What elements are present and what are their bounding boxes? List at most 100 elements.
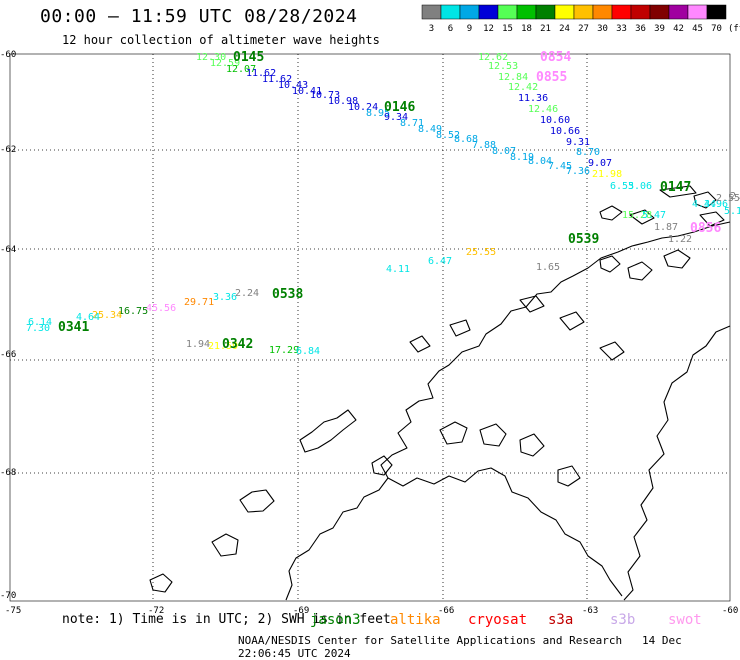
satellite-label-altika: altika bbox=[390, 612, 441, 628]
lat-label: -62 bbox=[0, 145, 16, 155]
legend-swatch bbox=[497, 4, 518, 20]
wave-height-value: 12.84 bbox=[498, 72, 528, 83]
legend-swatch bbox=[478, 4, 499, 20]
lon-label: -60 bbox=[722, 606, 738, 616]
wave-height-value: 1.87 bbox=[654, 222, 678, 233]
wave-height-value: 1.22 bbox=[668, 234, 692, 245]
wave-height-value: 12.42 bbox=[508, 82, 538, 93]
wave-height-value: 12.59 bbox=[210, 58, 240, 69]
legend-label: 6 bbox=[448, 24, 453, 34]
wave-height-value: 12.07 bbox=[226, 64, 256, 75]
satellite-label-s3a: s3a bbox=[548, 612, 574, 628]
legend-label: 42 bbox=[673, 24, 684, 34]
lat-label: -64 bbox=[0, 245, 16, 255]
wave-height-value: 21.59 bbox=[208, 341, 238, 352]
wave-height-value: 8.68 bbox=[454, 134, 478, 145]
wave-height-value: 11.62 bbox=[262, 74, 292, 85]
wave-height-value: 2.6 bbox=[730, 191, 740, 202]
pass-time-labels: 0145 0146 0854 0855 0147 0856 0539 0538 0341 0342 bbox=[58, 50, 721, 352]
wave-height-value: 6.14 bbox=[28, 317, 52, 328]
wave-height-value: 5.06 bbox=[628, 181, 652, 192]
wave-height-value: 10.43 bbox=[278, 80, 308, 91]
lon-label: -69 bbox=[293, 606, 309, 616]
graticule bbox=[10, 54, 730, 601]
pass-time-label: 0146 bbox=[384, 100, 415, 115]
pass-time-label: 0854 bbox=[540, 50, 571, 65]
wave-height-value: 7.45 bbox=[548, 161, 572, 172]
legend-swatch bbox=[611, 4, 632, 20]
wave-height-value: 1.65 bbox=[536, 262, 560, 273]
wave-height-value: 10.60 bbox=[540, 115, 570, 126]
legend-swatch bbox=[649, 4, 670, 20]
pass-time-label: 0539 bbox=[568, 232, 599, 247]
wave-height-value: 8.95 bbox=[366, 108, 390, 119]
wave-height-value: 9.34 bbox=[384, 112, 408, 123]
legend-swatch bbox=[630, 4, 651, 20]
lon-label: -75 bbox=[5, 606, 21, 616]
footer-note: note: 1) Time is in UTC; 2) SWH is in fe… bbox=[62, 612, 391, 627]
lat-label: -66 bbox=[0, 350, 16, 360]
legend-label: 45 bbox=[692, 24, 703, 34]
satellite-label-cryosat: cryosat bbox=[468, 612, 528, 628]
pass-time-label: 0342 bbox=[222, 337, 253, 352]
wave-height-value: 8.70 bbox=[576, 147, 600, 158]
legend-label: 36 bbox=[635, 24, 646, 34]
wave-height-value: 5.1 bbox=[724, 206, 740, 217]
pass-time-label: 0856 bbox=[690, 221, 721, 236]
observation-values: 12.3012.5912.0711.6211.6210.4310.4110.73… bbox=[26, 52, 740, 357]
legend-swatch bbox=[516, 4, 537, 20]
wave-height-value: 10.98 bbox=[328, 96, 358, 107]
pass-time-label: 0341 bbox=[58, 320, 89, 335]
wave-height-value: 12.62 bbox=[478, 52, 508, 63]
footer-credit: NOAA/NESDIS Center for Satellite Applica… bbox=[238, 634, 740, 660]
wave-height-value: 6.84 bbox=[296, 346, 320, 357]
wave-height-value: 15.28 bbox=[622, 210, 652, 221]
latitude-labels: -60 -62 -64 -66 -68 -70 bbox=[0, 50, 16, 601]
pass-time-label: 0147 bbox=[660, 180, 691, 195]
pass-time-label: 0855 bbox=[536, 70, 567, 85]
wave-height-value: 25.34 bbox=[92, 310, 122, 321]
wave-height-value: 3.36 bbox=[213, 292, 237, 303]
wave-height-value: 17.29 bbox=[269, 345, 299, 356]
page-subtitle: 12 hour collection of altimeter wave hei… bbox=[62, 33, 380, 47]
lon-label: -72 bbox=[148, 606, 164, 616]
legend-swatch bbox=[440, 4, 461, 20]
wave-height-value: 25.55 bbox=[466, 247, 496, 258]
legend-label: 9 bbox=[467, 24, 472, 34]
wave-height-value: 29.71 bbox=[184, 297, 214, 308]
legend-swatch bbox=[535, 4, 556, 20]
wave-height-value: 12.30 bbox=[196, 52, 226, 63]
wave-height-value: 4.96 bbox=[704, 199, 728, 210]
wave-height-value: 16.75 bbox=[118, 306, 148, 317]
lon-label: -63 bbox=[582, 606, 598, 616]
longitude-labels: -75 -72 -69 -66 -63 -60 bbox=[5, 606, 738, 616]
legend-label: 70 bbox=[711, 24, 722, 34]
wave-height-value: 10.24 bbox=[348, 102, 378, 113]
wave-height-value: 1.94 bbox=[186, 339, 210, 350]
wave-height-value: 9.07 bbox=[588, 158, 612, 169]
legend-swatch bbox=[573, 4, 594, 20]
wave-height-value: 11.36 bbox=[518, 93, 548, 104]
wave-height-value: 6.53 bbox=[610, 181, 634, 192]
legend-label: 27 bbox=[578, 24, 589, 34]
wave-height-value: 8.04 bbox=[528, 156, 552, 167]
legend-swatch bbox=[554, 4, 575, 20]
wave-height-value: 5.47 bbox=[642, 210, 666, 221]
lat-label: -68 bbox=[0, 468, 16, 478]
satellite-label-jason3: jason3 bbox=[310, 612, 361, 628]
coastline bbox=[149, 185, 731, 601]
wave-height-value: 11.62 bbox=[246, 68, 276, 79]
legend-label: 30 bbox=[597, 24, 608, 34]
wave-height-value: 9.31 bbox=[566, 137, 590, 148]
legend-label: 24 bbox=[559, 24, 570, 34]
wave-height-value: 6.47 bbox=[428, 256, 452, 267]
wave-height-value: 10.66 bbox=[550, 126, 580, 137]
legend-swatch bbox=[421, 4, 442, 20]
wave-height-value: 8.52 bbox=[436, 130, 460, 141]
wave-height-value: 21.98 bbox=[592, 169, 622, 180]
wave-height-value: 4.64 bbox=[76, 312, 100, 323]
legend-swatch bbox=[687, 4, 708, 20]
legend-label: 12 bbox=[483, 24, 494, 34]
